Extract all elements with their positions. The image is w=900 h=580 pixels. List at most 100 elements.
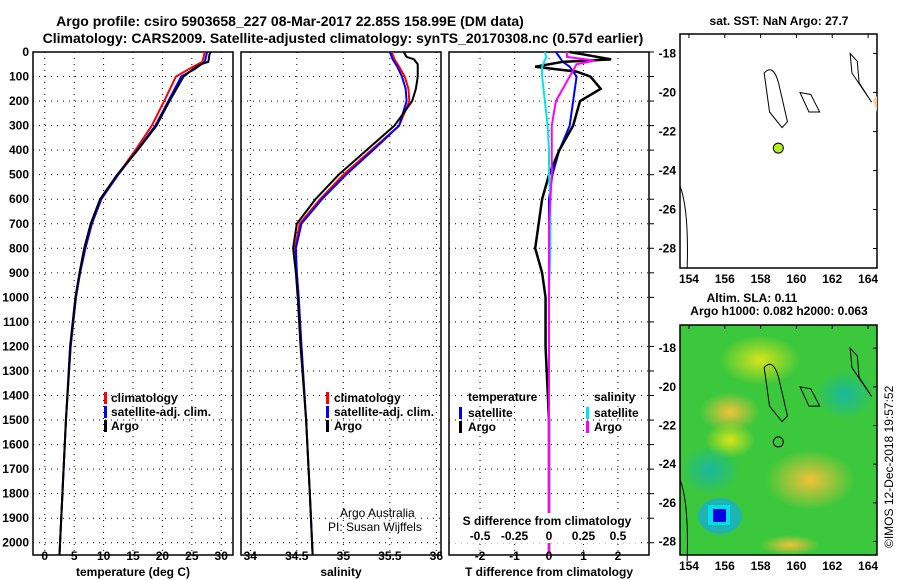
legend-swatch-climatology (104, 392, 107, 404)
sst-map-lon-label: 164 (858, 272, 878, 286)
s-legend-swatch (586, 407, 589, 419)
t-diff-axis-label: T difference from climatology (465, 565, 633, 579)
s-legend-swatch (586, 421, 589, 433)
sla-map-lat-label: -24 (659, 457, 677, 471)
depth-tick-label: 1400 (2, 389, 29, 403)
legend-swatch-satellite-adj. clim. (104, 406, 107, 418)
depth-tick-label: 1900 (2, 511, 29, 525)
temperature-argo-line (58, 51, 212, 556)
s-diff-axis-label: S difference from climatology (463, 514, 632, 528)
temperature-x-tick-label: 20 (156, 549, 170, 563)
sst-map-lat-label: -18 (659, 47, 677, 61)
sst-map-lon-label: 156 (715, 272, 735, 286)
salinity-x-tick-label: 34.5 (285, 549, 309, 563)
sla-map-frame (679, 324, 878, 556)
t-legend-heading: temperature (468, 390, 538, 404)
sst-map-lat-label: -28 (659, 242, 677, 256)
s-diff-x-tick-label: 0.25 (572, 529, 596, 543)
temperature-x-tick-label: 0 (41, 549, 48, 563)
temperature-x-tick-label: 15 (126, 549, 140, 563)
temperature-x-tick-label: 5 (71, 549, 78, 563)
depth-tick-label: 0 (22, 45, 29, 59)
sst-map-australia-coastline (679, 185, 688, 269)
salinity-x-tick-label: 35 (337, 549, 351, 563)
sla-map-lat-label: -18 (659, 341, 677, 355)
legend-label: climatology (334, 391, 401, 405)
temperature-axis-label: temperature (deg C) (76, 565, 190, 579)
sla-heatmap-min-cell (713, 509, 726, 522)
s-diff-argo-line (548, 52, 595, 555)
s-diff-x-tick-label: -0.5 (470, 529, 491, 543)
sst-map-lon-label: 154 (679, 272, 699, 286)
depth-tick-label: 500 (9, 168, 29, 182)
sla-map-coast-outline (849, 346, 873, 397)
sla-map-lon-label: 160 (786, 559, 806, 573)
s-diff-x-tick-label: 0.5 (610, 529, 627, 543)
sla-map-reef-outline (799, 386, 821, 407)
depth-tick-label: 900 (9, 266, 29, 280)
sst-map-argo-float-marker (772, 142, 784, 154)
salinity-axis-label: salinity (320, 565, 362, 579)
legend-swatch-climatology (326, 392, 329, 404)
s-diff-x-tick-label: -0.25 (501, 529, 529, 543)
s-diff-label-bg (455, 513, 640, 543)
sla-map-lon-label: 158 (751, 559, 771, 573)
s-diff-x-tick-label: 0 (546, 529, 553, 543)
sst-map-lon-label: 160 (786, 272, 806, 286)
sst-map-reef-outline (799, 91, 821, 113)
legend-label: satellite-adj. clim. (111, 405, 211, 419)
legend-swatch-satellite-adj. clim. (326, 406, 329, 418)
t-diff-x-tick-label: 1 (580, 549, 587, 563)
sst-map-coast-outline (849, 52, 873, 103)
sst-map-title: sat. SST: NaN Argo: 27.7 (710, 14, 849, 28)
sst-map-lat-label: -26 (659, 203, 677, 217)
s-legend-heading: salinity (594, 390, 636, 404)
t-legend-swatch (459, 407, 462, 419)
depth-tick-label: 1100 (3, 315, 29, 329)
credit-line-1: Argo Australia (340, 506, 415, 520)
legend-label: Argo (111, 419, 139, 433)
sla-map-title-1: Altim. SLA: 0.11 (707, 291, 798, 305)
salinity-x-tick-label: 36 (430, 549, 444, 563)
title-line-1: Argo profile: csiro 5903658_227 08-Mar-2… (56, 13, 524, 29)
sla-map-lat-label: -26 (659, 496, 677, 510)
t-diff-x-tick-label: 2 (615, 549, 622, 563)
salinity-x-tick-label: 35.5 (378, 549, 402, 563)
legend-label: Argo (334, 419, 362, 433)
depth-tick-label: 1500 (2, 413, 29, 427)
sla-map-lon-label: 156 (715, 559, 735, 573)
sla-heatmap-cell (680, 445, 740, 495)
legend-swatch-Argo (104, 420, 107, 432)
t-legend-label: Argo (468, 420, 496, 434)
sla-map-lat-label: -28 (659, 534, 677, 548)
depth-tick-label: 700 (9, 217, 29, 231)
sla-map-lon-label: 164 (858, 559, 878, 573)
t-diff-argo-line (533, 50, 612, 555)
sst-map-lat-label: -24 (659, 164, 677, 178)
depth-tick-label: 100 (9, 70, 29, 84)
credit-line-2: PI: Susan Wijffels (328, 520, 422, 534)
depth-tick-label: 300 (9, 119, 29, 133)
temperature-x-tick-label: 25 (185, 549, 199, 563)
t-diff-x-tick-label: -1 (509, 549, 520, 563)
depth-tick-label: 1200 (2, 339, 29, 353)
sst-map-lon-label: 162 (822, 272, 842, 286)
sst-map-lon-label: 158 (751, 272, 771, 286)
depth-tick-label: 800 (9, 241, 29, 255)
t-diff-x-tick-label: -2 (475, 549, 486, 563)
sla-map-lat-label: -20 (659, 380, 677, 394)
salinity-x-tick-label: 34 (244, 549, 258, 563)
sla-heatmap-cell (765, 450, 855, 510)
depth-tick-label: 1000 (2, 290, 29, 304)
temperature-panel-frame (32, 51, 234, 556)
sla-map-lat-label: -22 (659, 419, 677, 433)
t-legend-swatch (459, 421, 462, 433)
s-legend-label: satellite (594, 406, 639, 420)
depth-tick-label: 1800 (2, 487, 29, 501)
sla-map-lon-label: 154 (679, 559, 699, 573)
sla-heatmap-cell (815, 370, 875, 420)
temperature-x-tick-label: 30 (215, 549, 229, 563)
legend-swatch-Argo (326, 420, 329, 432)
sla-map-argo-float-marker (772, 436, 784, 448)
